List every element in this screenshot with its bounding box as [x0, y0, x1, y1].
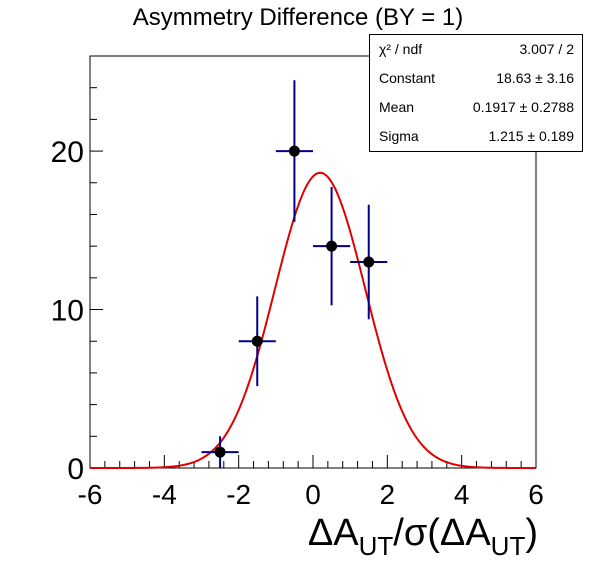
stats-value-constant: 18.63 ± 3.16	[496, 70, 574, 86]
x-tick-label: -6	[78, 479, 103, 510]
x-axis-title-subscript-1: UT	[358, 531, 394, 561]
x-axis-title-part-3: )	[525, 512, 538, 554]
fit-stats-box: χ² / ndf 3.007 / 2 Constant 18.63 ± 3.16…	[369, 34, 583, 152]
y-tick-label: 20	[51, 136, 84, 169]
x-axis-title-part-1: ΔA	[307, 512, 359, 554]
y-tick-label: 10	[51, 295, 84, 328]
stats-value-mean: 0.1917 ± 0.2788	[472, 99, 574, 115]
stats-label-chi2: χ² / ndf	[379, 41, 423, 57]
x-tick-label: 2	[380, 479, 396, 510]
stats-row-mean: Mean 0.1917 ± 0.2788	[379, 97, 574, 117]
stats-value-chi2: 3.007 / 2	[519, 41, 575, 57]
data-point	[251, 335, 263, 347]
data-point	[288, 145, 300, 157]
stats-label-constant: Constant	[379, 70, 436, 86]
stats-row-chi2: χ² / ndf 3.007 / 2	[379, 39, 574, 59]
x-axis-title-subscript-2: UT	[490, 531, 526, 561]
stats-row-constant: Constant 18.63 ± 3.16	[379, 68, 574, 88]
stats-label-sigma: Sigma	[379, 128, 419, 144]
stats-value-sigma: 1.215 ± 0.189	[488, 128, 574, 144]
stats-row-sigma: Sigma 1.215 ± 0.189	[379, 126, 574, 146]
x-tick-label: 0	[305, 479, 321, 510]
x-tick-label: 4	[454, 479, 470, 510]
fit-curve	[90, 171, 536, 469]
y-tick-label: 0	[67, 453, 84, 486]
data-point	[326, 240, 338, 252]
x-axis-title: ΔAUT/σ(ΔAUT)	[307, 512, 538, 561]
data-point	[363, 256, 375, 268]
x-tick-label: -2	[226, 479, 251, 510]
data-point	[214, 446, 226, 458]
x-axis-title-part-2: /σ(ΔA	[393, 512, 491, 554]
stats-label-mean: Mean	[379, 99, 415, 115]
chart-title: Asymmetry Difference (BY = 1)	[132, 4, 464, 31]
x-tick-label: -4	[152, 479, 177, 510]
x-tick-label: 6	[528, 479, 544, 510]
